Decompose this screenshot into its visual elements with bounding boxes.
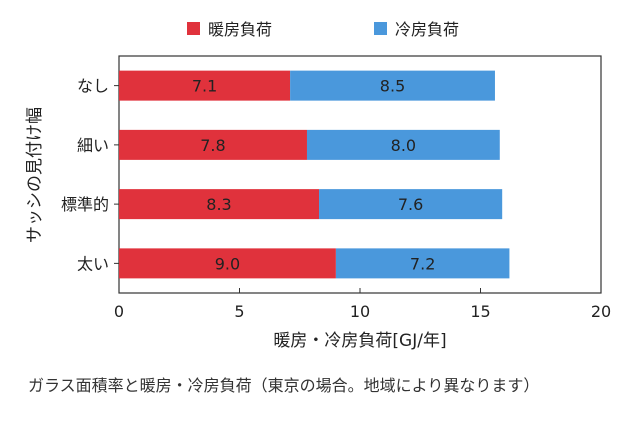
- legend-label-heating: 暖房負荷: [208, 20, 272, 39]
- legend-label-cooling: 冷房負荷: [395, 20, 459, 39]
- data-label-heating-2: 8.3: [206, 195, 231, 214]
- data-label-heating-0: 7.1: [192, 77, 217, 96]
- bar-cooling-3: [335, 248, 510, 279]
- category-label-2: 標準的: [61, 195, 109, 214]
- bar-heating-0: [119, 70, 291, 101]
- y-axis-title: サッシの見付け幅: [25, 107, 45, 243]
- bar-heating-3: [119, 248, 336, 279]
- x-axis-title: 暖房・冷房負荷[GJ/年]: [273, 331, 446, 351]
- bar-cooling-2: [319, 189, 503, 220]
- x-tick-label-4: 20: [591, 302, 611, 321]
- bars-group: 7.1 8.5 7.8 8.0 8.3 7.6 9.0 7.2: [119, 70, 510, 279]
- bar-cooling-0: [290, 70, 495, 101]
- bar-heating-2: [119, 189, 320, 220]
- data-label-cooling-2: 7.6: [398, 195, 423, 214]
- legend-swatch-heating: [187, 22, 200, 35]
- bar-heating-1: [119, 129, 307, 160]
- data-label-cooling-1: 8.0: [391, 136, 416, 155]
- x-tick-label-1: 5: [234, 302, 244, 321]
- x-tick-label-2: 10: [350, 302, 370, 321]
- category-label-0: なし: [77, 77, 109, 96]
- data-label-cooling-0: 8.5: [380, 77, 405, 96]
- category-label-3: 太い: [77, 254, 109, 273]
- data-label-heating-3: 9.0: [215, 254, 240, 273]
- legend-swatch-cooling: [374, 22, 387, 35]
- category-label-1: 細い: [77, 136, 109, 155]
- bar-cooling-1: [306, 129, 500, 160]
- data-label-heating-1: 7.8: [200, 136, 225, 155]
- legend: 暖房負荷 冷房負荷: [187, 20, 459, 39]
- x-ticks-group: 0 5 10 15 20: [114, 288, 611, 321]
- x-tick-label-0: 0: [114, 302, 124, 321]
- data-label-cooling-3: 7.2: [410, 254, 435, 273]
- figure-caption: ガラス面積率と暖房・冷房負荷（東京の場合。地域により異なります）: [28, 376, 540, 395]
- x-tick-label-3: 15: [470, 302, 490, 321]
